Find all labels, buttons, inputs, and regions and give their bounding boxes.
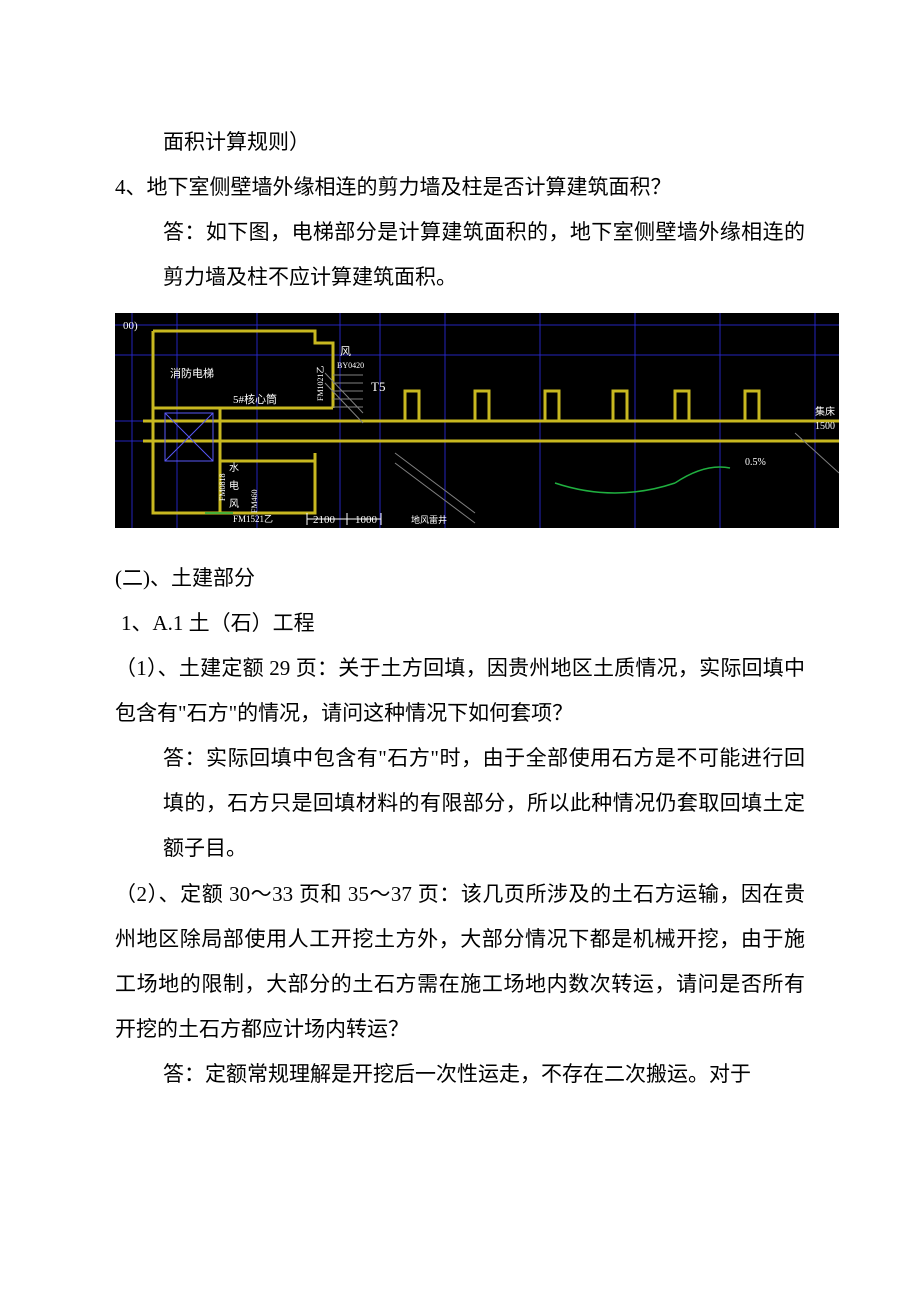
cad-dim-2100: 2100 [313,514,336,526]
continuation-line: 面积计算规则） [115,120,805,165]
cad-label-slope: 0.5% [745,457,766,468]
cad-dim-1500: 1500 [815,421,835,432]
cad-label-by: BY0420 [337,361,364,370]
question-4-answer: 答：如下图，电梯部分是计算建筑面积的，地下室侧壁墙外缘相连的剪力墙及柱不应计算建… [115,210,805,300]
cad-label-note-right: 集床 [815,405,835,418]
question-2-2-answer: 答：定额常规理解是开挖后一次性运走，不存在二次搬运。对于 [115,1052,805,1097]
cad-dim-1000: 1000 [355,514,378,526]
question-2-2: （2）、定额 30～33 页和 35～37 页：该几页所涉及的土石方运输，因在贵… [115,872,805,1053]
cad-svg: 00) 消防电梯 5#核心筒 风 水 电 风 T5 2100 1000 地风雷井… [115,313,839,528]
question-2-1: （1）、土建定额 29 页：关于土方回填，因贵州地区土质情况，实际回填中包含有"… [115,646,805,736]
cad-drawing-figure: 00) 消防电梯 5#核心筒 风 水 电 风 T5 2100 1000 地风雷井… [115,313,839,528]
cad-label-core: 5#核心筒 [233,392,277,406]
cad-label-shaft: 地风雷井 [411,514,447,525]
cad-label: 00) [123,320,138,332]
question-4: 4、地下室侧壁墙外缘相连的剪力墙及柱是否计算建筑面积？ [115,165,805,210]
cad-label-fm: FM1521乙 [233,514,273,524]
cad-label-feng: 风 [340,345,351,358]
cad-label-dian: 电 [229,479,239,492]
cad-label-fm460: FM460 [250,489,259,513]
question-2-1-answer: 答：实际回填中包含有"石方"时，由于全部使用石方是不可能进行回填的，石方只是回填… [115,736,805,871]
cad-label-fm0818: FM0818 [218,473,227,501]
cad-label-elevator: 消防电梯 [170,366,214,380]
cad-label-shui: 水 [229,462,239,474]
document-page: 面积计算规则） 4、地下室侧壁墙外缘相连的剪力墙及柱是否计算建筑面积？ 答：如下… [0,0,920,1157]
cad-label-fm1021: FM1021乙 [316,365,325,401]
cad-label-feng2: 风 [229,498,239,510]
section-2-title: (二)、土建部分 [115,556,805,601]
item-1-title: 1、A.1 土（石）工程 [115,601,805,646]
cad-label-t5: T5 [371,379,385,394]
